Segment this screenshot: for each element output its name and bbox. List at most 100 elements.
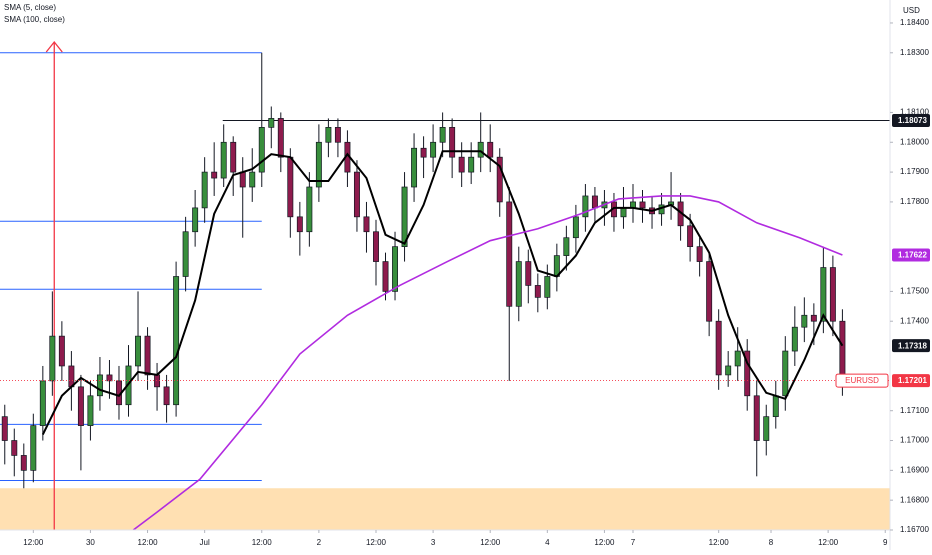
candle-body [58, 335, 65, 367]
x-tick-label: 12:00 [138, 538, 159, 547]
candle-body [620, 207, 627, 218]
y-tick-label: 1.16700 [900, 525, 929, 534]
price-marker-label: 1.17318 [898, 341, 927, 350]
x-tick-label: 12:00 [366, 538, 387, 547]
candle-body [87, 395, 94, 426]
y-tick-label: 1.18100 [900, 108, 929, 117]
candle-body [220, 141, 227, 179]
y-tick-label: 1.17100 [900, 406, 929, 415]
x-tick-label: 8 [769, 538, 774, 547]
candle-body [772, 395, 779, 418]
candle-body [506, 201, 513, 307]
candle-body [639, 201, 646, 209]
candle-body [544, 276, 551, 298]
candle-body [249, 171, 256, 188]
price-marker-label: 1.18073 [898, 116, 927, 125]
candle-body [239, 171, 246, 188]
candle-body [306, 186, 313, 233]
candle-body [373, 231, 379, 262]
candle-body [211, 171, 218, 179]
plot-area [0, 40, 890, 530]
candle-body [810, 314, 817, 322]
candle-body [392, 246, 398, 292]
y-tick-label: 1.16800 [900, 495, 929, 504]
candle-body [173, 276, 180, 406]
candle-body [382, 261, 389, 292]
x-tick-label: 12:00 [818, 538, 839, 547]
candle-body [791, 326, 798, 352]
x-tick-label: 12:00 [480, 538, 501, 547]
x-tick-label: 12:00 [252, 538, 273, 547]
candle-body [725, 365, 732, 376]
candle-body [135, 335, 141, 367]
vertical-marker-arrow [45, 40, 63, 53]
symbol-marker [835, 373, 889, 388]
y-tick-label: 1.17000 [900, 436, 929, 445]
candle-body [411, 147, 418, 188]
candle-body [401, 186, 408, 248]
candle-body [534, 285, 541, 298]
candle-body [744, 350, 751, 397]
candle-body [144, 335, 151, 376]
y-tick-label: 1.17800 [900, 197, 929, 206]
candle-body [820, 267, 827, 322]
y-tick-label: 1.17500 [900, 287, 929, 296]
y-tick-label: 1.17400 [900, 316, 929, 325]
candle-body [696, 246, 703, 262]
x-tick-label: 9 [883, 538, 888, 547]
candle-body [753, 395, 760, 441]
price-marker-label: 1.17201 [898, 376, 927, 385]
x-tick-label: 3 [431, 538, 436, 547]
candle-body [192, 207, 199, 233]
y-tick-label: 1.18400 [900, 18, 929, 27]
candle-body [296, 216, 303, 233]
candle-body [163, 386, 170, 406]
candle-body [230, 141, 237, 173]
candle-body [449, 127, 456, 158]
y-tick-label: 1.18000 [900, 137, 929, 146]
x-tick-label: 4 [545, 538, 550, 547]
candle-body [420, 147, 427, 158]
price-marker [892, 339, 930, 353]
x-tick-label: Jul [200, 538, 210, 547]
candle-body [39, 380, 46, 426]
legend-sma100: SMA (100, close) [4, 15, 65, 24]
candle-body [268, 118, 275, 128]
candle-body [353, 171, 360, 218]
candle-body [591, 195, 598, 209]
price-marker [892, 113, 930, 127]
candle-body [458, 156, 465, 173]
candle-body [763, 416, 770, 441]
candle-body [96, 374, 103, 397]
candle-body [363, 216, 370, 233]
candle-body [439, 127, 446, 143]
candle-body [277, 118, 284, 158]
candle-body [182, 231, 189, 277]
candle-body [201, 171, 208, 209]
candle-body [582, 195, 589, 218]
y-tick-label: 1.16900 [900, 465, 929, 474]
candle-body [487, 141, 494, 158]
symbol-marker-label: EURUSD [845, 376, 879, 385]
candle-body [468, 156, 475, 173]
candle-body [30, 425, 37, 471]
legend-sma5: SMA (5, close) [4, 3, 56, 12]
x-tick-label: 7 [631, 538, 636, 547]
x-tick-label: 12:00 [709, 538, 730, 547]
sma-line [132, 195, 843, 530]
candle-body [334, 127, 341, 143]
candle-body [11, 440, 18, 456]
candle-body [563, 237, 570, 256]
candle-body [734, 350, 741, 367]
candle-body [496, 156, 503, 203]
candle-body [782, 350, 789, 397]
sma-line [41, 150, 844, 435]
price-marker [892, 374, 930, 388]
candle-body [525, 261, 532, 286]
y-tick-label: 1.17900 [900, 167, 929, 176]
candle-body [839, 320, 846, 381]
candle-body [287, 156, 294, 218]
candle-body [106, 374, 113, 382]
